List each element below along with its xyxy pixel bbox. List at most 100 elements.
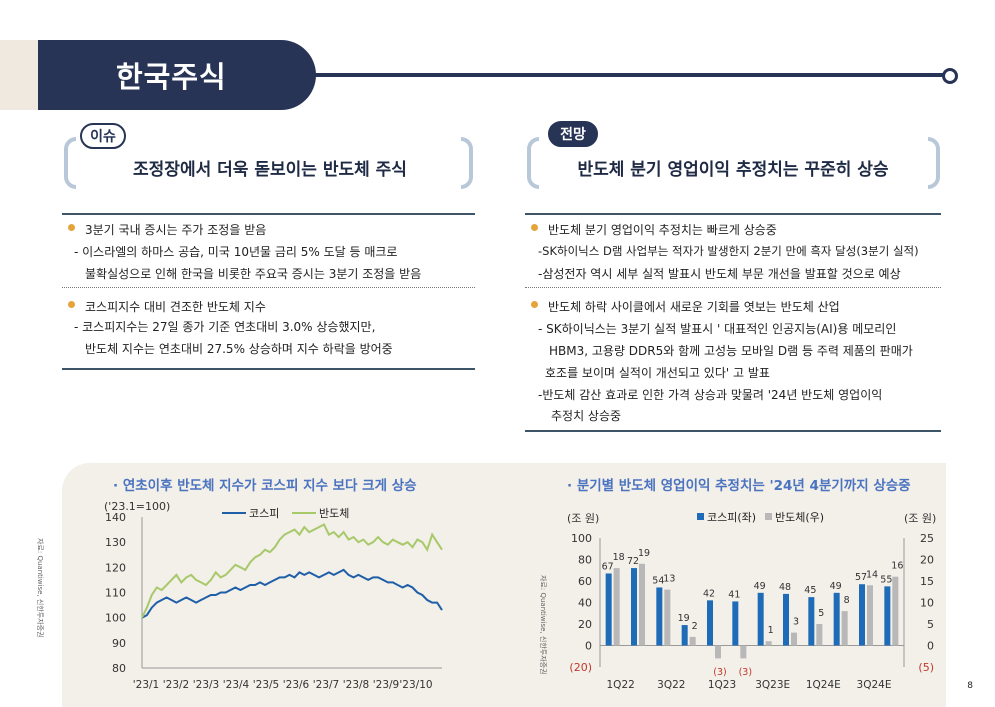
issue-title: 조정장에서 더욱 돋보이는 반도체 주식 (133, 160, 407, 180)
bar-semiconductor (740, 645, 747, 659)
bar-kospi-label: 42 (703, 588, 715, 599)
x-tick-label: '23/10 (399, 679, 432, 691)
right-y-tick-label: 5 (927, 618, 934, 631)
divider-dotted (525, 287, 941, 288)
outlook-point-2-detail-5: 추정치 상승중 (551, 409, 622, 423)
legend-swatch (697, 513, 704, 520)
bar-kospi-label: 57 (855, 572, 867, 583)
y-tick-label: 100 (105, 612, 126, 625)
bar-kospi-label: 72 (627, 556, 639, 567)
section-header: 한국주식 (38, 40, 316, 110)
right-y-tick-label: 0 (927, 640, 934, 653)
bar-kospi (808, 597, 815, 646)
bar-semiconductor-label: 19 (638, 548, 650, 559)
bar-semiconductor (664, 589, 671, 646)
y-tick-label: 90 (112, 637, 126, 650)
issue-top-rule (62, 213, 475, 215)
bar-semiconductor (689, 636, 696, 646)
header-corner-decoration (0, 40, 38, 110)
outlook-title: 반도체 분기 영업이익 추정치는 꾸준히 상승 (577, 160, 889, 180)
bar-semiconductor (816, 624, 823, 646)
right-y-tick-label: 25 (920, 532, 934, 545)
x-tick-label: 1Q23 (708, 679, 736, 691)
left-bracket (527, 137, 539, 189)
bar-semiconductor-label: (3) (739, 667, 752, 678)
legend-label: 코스피(좌) (707, 511, 756, 524)
bar-semiconductor-label: 16 (891, 561, 903, 572)
left-y-tick-label: 0 (585, 640, 592, 653)
outlook-point-2: 반도체 하락 사이클에서 새로운 기회를 엿보는 반도체 산업 (548, 300, 840, 314)
bar-semiconductor-label: (3) (713, 667, 726, 678)
bar-kospi-label: 19 (678, 613, 690, 624)
line-chart: 80 90 100 110 120 130 140('23.1=100) '23/1 '23/2… (104, 500, 443, 691)
bar-kospi-label: 41 (728, 589, 740, 600)
issue-point-1-detail-2: 불확실성으로 인해 한국을 비롯한 주요국 증시는 3분기 조정을 받음 (85, 267, 422, 281)
right-y-tick-label: 20 (920, 554, 934, 567)
x-tick-label: 1Q24E (806, 679, 841, 691)
bar-kospi-label: 49 (754, 581, 766, 592)
outlook-point-1-detail-2: -삼성전자 역시 세부 실적 발표시 반도체 부문 개선을 발표할 것으로 예상 (538, 267, 901, 281)
header-rule-end-dot (942, 68, 958, 84)
bar-kospi-label: 55 (880, 574, 892, 585)
bar-kospi (732, 601, 739, 646)
chart-panel-background (62, 463, 946, 707)
x-tick-label: '23/2 (163, 679, 189, 691)
left-y-tick-label: 40 (578, 597, 592, 610)
bar-kospi-label: 54 (652, 575, 664, 586)
section-title: 한국주식 (116, 60, 227, 94)
right-chart-title: · 분기별 반도체 영업이익 추정치는 '24년 4분기까지 상승중 (567, 478, 911, 494)
x-tick-label: '23/6 (283, 679, 310, 691)
bullet-dot (68, 301, 75, 308)
bar-semiconductor (841, 611, 848, 646)
left-y-tick-label: 20 (578, 618, 592, 631)
bar-kospi (884, 586, 891, 646)
bar-kospi (859, 584, 865, 646)
left-chart-title: · 연초이후 반도체 지수가 코스피 지수 보다 크게 상승 (113, 478, 417, 494)
legend-label: 코스피 (249, 507, 279, 520)
series-line-semiconductor (141, 523, 443, 619)
left-y-tick-label: 100 (571, 532, 592, 545)
y-tick-label: 120 (105, 561, 126, 574)
legend-label: 반도체 (319, 507, 349, 520)
issue-tag: 이슈 (80, 123, 126, 149)
bar-kospi-label: 45 (804, 585, 816, 596)
x-tick-label: 3Q24E (857, 679, 892, 691)
issue-bottom-rule (62, 368, 475, 370)
bar-kospi (605, 573, 612, 646)
x-tick-label: '23/3 (193, 679, 219, 691)
bar-kospi (681, 625, 688, 646)
outlook-bottom-rule (525, 430, 941, 432)
series-line-kospi (141, 568, 443, 619)
bar-semiconductor-label: 2 (692, 621, 698, 632)
issue-point-1: 3분기 국내 증시는 주가 조정을 받음 (85, 223, 267, 237)
x-tick-label: '23/5 (253, 679, 279, 691)
divider-dotted (62, 287, 475, 288)
bar-kospi (757, 592, 764, 646)
right-bracket (461, 137, 473, 189)
right-y-tick-label: (5) (918, 661, 934, 674)
x-tick-label: '23/4 (223, 679, 250, 691)
left-y-tick-label: 60 (578, 575, 592, 588)
bar-semiconductor (765, 641, 772, 646)
bar-kospi (631, 568, 637, 646)
bar-kospi (833, 592, 840, 646)
bar-semiconductor (791, 632, 797, 646)
outlook-point-1: 반도체 분기 영업이익 추정치는 빠르게 상승중 (548, 223, 777, 237)
x-tick-label: 1Q22 (607, 679, 635, 691)
left-bracket (64, 137, 76, 189)
outlook-point-2-detail-1: - SK하이닉스는 3분기 실적 발표시 ' 대표적인 인공지능(AI)용 메모… (538, 322, 897, 336)
bar-kospi (783, 593, 789, 646)
bar-semiconductor (613, 568, 620, 646)
left-y-tick-label: 80 (578, 554, 592, 567)
x-tick-label: '23/7 (313, 679, 339, 691)
bar-semiconductor (715, 645, 721, 659)
issue-point-2-detail-2: 반도체 지수는 연초대비 27.5% 상승하며 지수 하락을 방어중 (85, 342, 393, 356)
bar-kospi-label: 49 (830, 581, 842, 592)
bar-kospi (707, 600, 713, 646)
y-tick-label: 80 (112, 662, 126, 675)
bar-semiconductor-label: 18 (613, 552, 625, 563)
y-tick-label: 140 (105, 511, 126, 524)
bar-semiconductor (892, 576, 899, 646)
issue-point-2-detail-1: - 코스피지수는 27일 종가 기준 연초대비 3.0% 상승했지만, (74, 320, 376, 334)
